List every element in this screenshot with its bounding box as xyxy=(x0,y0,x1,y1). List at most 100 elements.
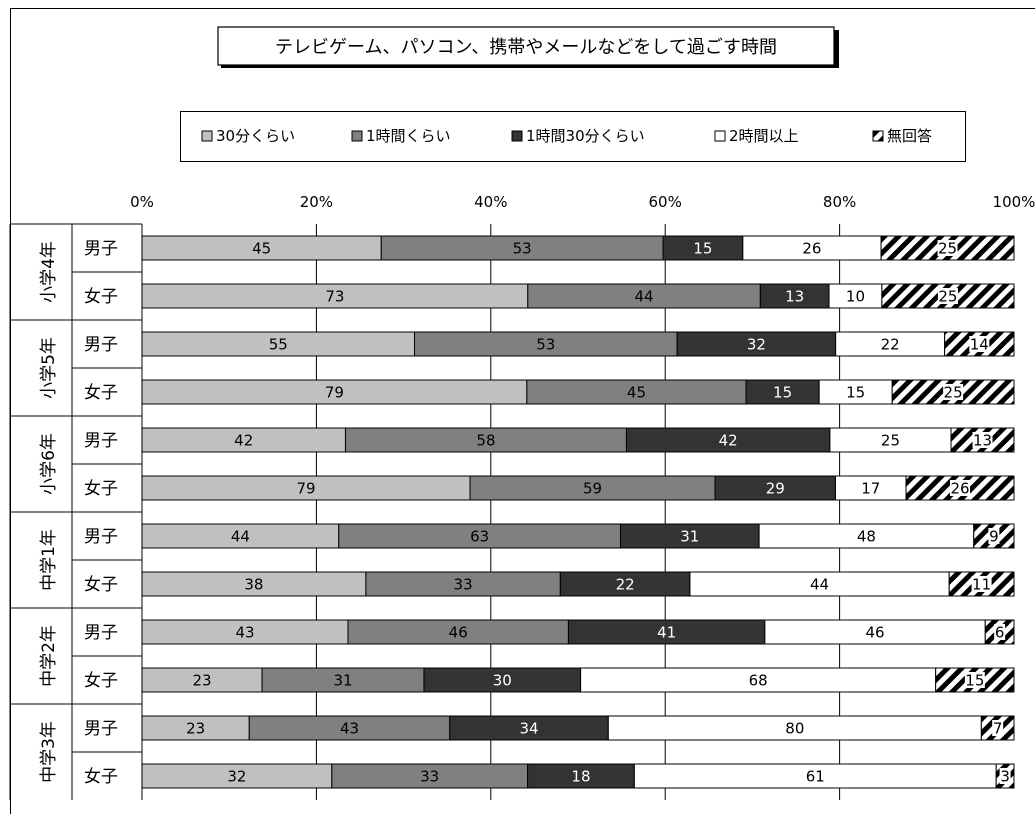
data-label: 42 xyxy=(234,432,253,450)
bar-segment xyxy=(633,763,997,789)
bar-segment xyxy=(141,379,528,405)
row-label: 男子 xyxy=(84,527,118,547)
bar-segment xyxy=(141,283,529,309)
data-label: 53 xyxy=(513,240,532,258)
data-label: 25 xyxy=(881,432,900,450)
data-label-bg xyxy=(943,384,964,400)
row-label: 男子 xyxy=(84,335,118,355)
data-label: 42 xyxy=(719,432,738,450)
bar-segment xyxy=(758,523,975,549)
bar-segment xyxy=(141,619,349,645)
data-label: 25 xyxy=(944,384,963,402)
x-tick-label: 40% xyxy=(474,193,507,211)
bar-segment xyxy=(141,571,367,597)
row-label: 男子 xyxy=(84,239,118,259)
legend-swatch xyxy=(714,130,726,142)
bar-segment xyxy=(248,715,451,741)
data-label-bg xyxy=(999,768,1011,784)
data-label: 23 xyxy=(186,720,205,738)
data-label: 32 xyxy=(747,336,766,354)
bar-segment xyxy=(835,331,946,357)
x-tick-label: 20% xyxy=(300,193,333,211)
legend-swatch xyxy=(351,130,363,142)
data-label-bg xyxy=(994,624,1006,640)
data-label: 14 xyxy=(970,336,989,354)
data-label: 43 xyxy=(340,720,359,738)
data-label: 30 xyxy=(493,672,512,690)
data-label: 34 xyxy=(519,720,538,738)
data-label: 3 xyxy=(1000,768,1010,786)
legend-swatch xyxy=(201,130,213,142)
row-label: 女子 xyxy=(84,767,118,787)
group-label: 小学6年 xyxy=(39,433,59,495)
bar-segment xyxy=(344,427,627,453)
bar-segment xyxy=(526,379,747,405)
bar-segment xyxy=(834,475,907,501)
data-label: 58 xyxy=(476,432,495,450)
data-label: 79 xyxy=(325,384,344,402)
row-label: 男子 xyxy=(84,623,118,643)
data-label-bg xyxy=(950,480,971,496)
legend-swatch xyxy=(872,130,884,142)
data-label: 32 xyxy=(227,768,246,786)
title-box xyxy=(217,26,835,66)
data-label: 15 xyxy=(773,384,792,402)
data-label: 68 xyxy=(749,672,768,690)
data-label: 23 xyxy=(193,672,212,690)
data-label: 22 xyxy=(881,336,900,354)
data-label: 43 xyxy=(235,624,254,642)
data-label: 38 xyxy=(244,576,263,594)
data-label: 73 xyxy=(325,288,344,306)
data-label: 25 xyxy=(938,288,957,306)
group-label: 中学2年 xyxy=(39,625,59,687)
data-label: 9 xyxy=(989,528,999,546)
data-label: 26 xyxy=(802,240,821,258)
row-label: 女子 xyxy=(84,479,118,499)
x-tick-label: 80% xyxy=(823,193,856,211)
legend-swatch xyxy=(511,130,523,142)
data-label-bg xyxy=(937,240,958,256)
bar-segment xyxy=(580,667,937,693)
data-label: 61 xyxy=(806,768,825,786)
data-label: 33 xyxy=(454,576,473,594)
group-label: 中学3年 xyxy=(39,721,59,783)
row-label: 女子 xyxy=(84,575,118,595)
bar-segment xyxy=(714,475,836,501)
bar-segment xyxy=(764,619,986,645)
bar-segment xyxy=(331,763,529,789)
group-label: 中学1年 xyxy=(39,529,59,591)
data-label: 22 xyxy=(616,576,635,594)
bar-segment xyxy=(347,619,569,645)
data-label: 45 xyxy=(252,240,271,258)
data-label: 44 xyxy=(635,288,654,306)
data-label: 44 xyxy=(231,528,250,546)
bar-segment xyxy=(141,667,263,693)
data-label: 80 xyxy=(785,720,804,738)
chart-title: テレビゲーム、パソコン、携帯やメールなどをして過ごす時間 xyxy=(275,37,777,58)
bar-segment xyxy=(414,331,678,357)
bar-segment xyxy=(625,427,831,453)
bar-segment xyxy=(759,283,830,309)
row-label: 男子 xyxy=(84,719,118,739)
data-label: 29 xyxy=(766,480,785,498)
data-label: 18 xyxy=(571,768,590,786)
data-label-bg xyxy=(937,288,958,304)
legend-label: 30分くらい xyxy=(216,127,295,145)
data-label: 31 xyxy=(680,528,699,546)
x-tick-label: 60% xyxy=(649,193,682,211)
legend-label: 1時間くらい xyxy=(366,127,451,145)
bar-segment xyxy=(141,427,346,453)
data-label: 26 xyxy=(950,480,969,498)
data-label: 33 xyxy=(420,768,439,786)
data-label-bg xyxy=(992,720,1004,736)
data-label: 55 xyxy=(269,336,288,354)
bar-segment xyxy=(261,667,425,693)
legend-label: 2時間以上 xyxy=(729,127,799,145)
data-label: 31 xyxy=(333,672,352,690)
data-label: 15 xyxy=(965,672,984,690)
data-label: 13 xyxy=(785,288,804,306)
bar-segment xyxy=(742,235,882,261)
row-label: 男子 xyxy=(84,431,118,451)
bar-segment xyxy=(380,235,664,261)
row-label: 女子 xyxy=(84,383,118,403)
